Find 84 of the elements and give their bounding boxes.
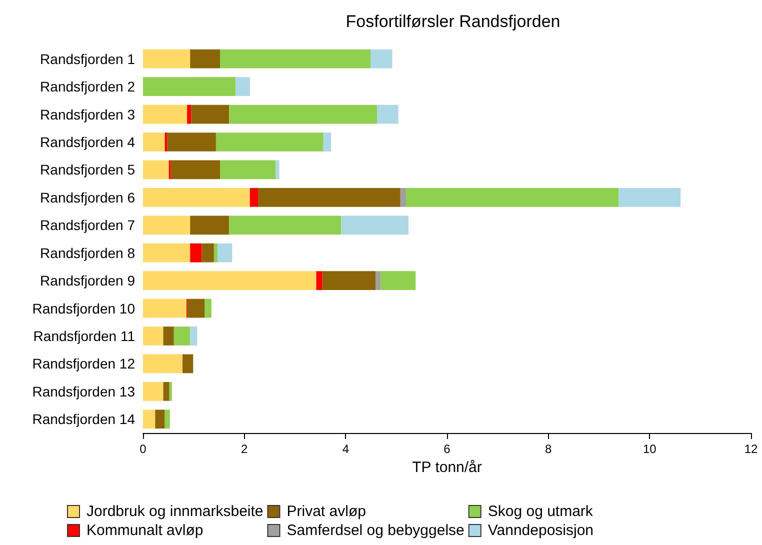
bar [229,104,378,124]
bar [143,216,190,235]
y-tick-label: Randsfjorden 10 [32,300,136,316]
bar [143,243,190,262]
y-tick-label: Randsfjorden 6 [40,189,136,206]
legend-label: Privat avløp [286,503,366,520]
bar [191,104,230,124]
bar [376,271,381,290]
bar [214,243,218,262]
bar [250,188,258,207]
x-tick-label: 12 [744,442,758,456]
bar [167,132,216,152]
bar [406,188,619,207]
x-tick-label: 10 [642,442,657,456]
y-tick-label: Randsfjorden 4 [40,134,136,150]
bar [370,49,392,68]
bar [143,271,316,290]
bar [143,382,164,401]
y-tick-label: Randsfjorden 9 [40,272,136,289]
bar [322,271,376,290]
bar [143,188,250,207]
legend-label: Jordbruk og innmarksbeite [86,503,264,520]
x-tick-label: 6 [444,442,451,456]
bar [190,243,202,262]
bar [380,271,416,290]
bar [236,77,250,96]
bar [143,104,188,124]
x-tick-label: 4 [342,442,350,456]
bar [143,49,190,68]
chart-title: Fosfortilførsler Randsfjorden [346,12,560,31]
bar [163,382,170,401]
y-tick-label: Randsfjorden 2 [40,78,136,95]
x-tick-label: 0 [140,442,147,456]
bar [220,160,276,180]
y-tick-label: Randsfjorden 13 [32,383,136,400]
y-tick-label: Randsfjorden 1 [40,50,136,67]
y-tick-label: Randsfjorden 5 [40,162,136,178]
bar [143,160,169,180]
bar [216,132,324,152]
legend-label: Samferdsel og bebyggelse [286,522,464,539]
bar [163,326,174,346]
bar [202,243,214,262]
y-tick-label: Randsfjorden 8 [40,244,136,261]
bar [341,216,408,235]
bar [258,188,400,207]
bar [220,49,370,68]
legend-label: Skog og utmark [488,503,594,520]
y-tick-label: Randsfjorden 14 [32,411,136,428]
y-tick-label: Randsfjorden 7 [40,217,136,234]
legend-label: Vanndeposisjon [488,522,594,539]
bar [164,410,170,429]
bar [618,188,681,207]
bar [143,410,156,429]
bar [164,132,168,152]
bar [276,160,280,180]
bar [204,298,212,318]
bar [188,298,205,318]
bar [217,243,232,262]
bar [182,354,194,374]
x-tick-label: 8 [544,442,552,456]
bar [316,271,322,290]
bar [170,160,220,180]
bar [143,132,165,152]
y-tick-label: Randsfjorden 3 [40,106,136,122]
bar [377,104,398,124]
bar [400,188,406,207]
x-tick-label: 2 [240,442,248,456]
y-tick-label: Randsfjorden 11 [33,328,136,344]
bar [143,326,164,346]
bar [155,410,165,429]
bar [190,216,230,235]
legend-label: Kommunalt avløp [86,522,204,539]
bar [229,216,342,235]
bar [174,326,190,346]
bar [190,49,220,68]
bar [143,298,187,318]
bar [143,354,183,374]
bar [143,77,236,96]
bar [323,132,331,152]
x-axis-title: TP tonn/år [412,458,482,476]
bar [190,326,198,346]
y-tick-label: Randsfjorden 12 [32,356,136,372]
bar [169,382,172,401]
bar [187,104,192,124]
